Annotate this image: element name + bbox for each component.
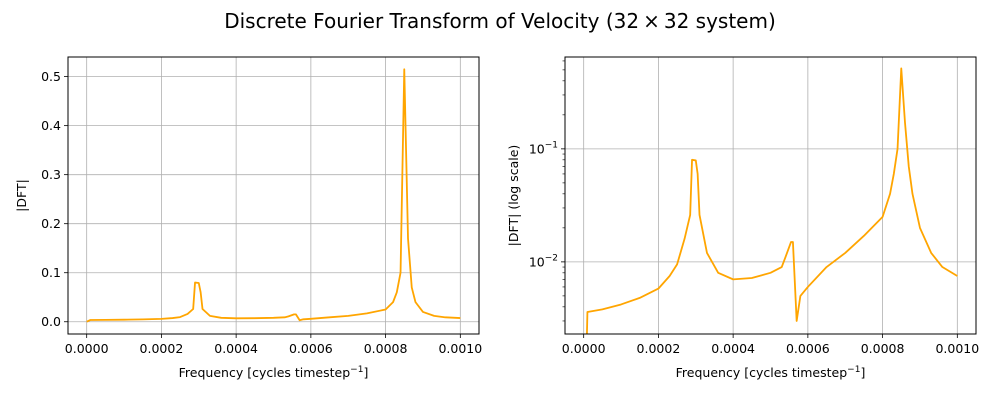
- x-tick-label: 0.0002: [637, 341, 681, 356]
- x-tick-label: 0.0000: [65, 341, 109, 356]
- x-axis-label: Frequency [cycles timestep−1]: [676, 365, 866, 380]
- y-tick-label: 0.4: [41, 118, 61, 133]
- x-tick-label: 0.0006: [786, 341, 830, 356]
- chart-panel-2: 0.0000 0.0002 0.0004 0.0006 0.0008 0.0010 10−2…: [506, 56, 979, 380]
- figure-title: Discrete Fourier Transform of Velocity (…: [224, 9, 776, 33]
- chart-panel-1: 0.0000 0.0002 0.0004 0.0006 0.0008 0.0010 0.0 0…: [14, 56, 482, 380]
- x-tick-label: 0.0002: [140, 341, 184, 356]
- x-tick-label: 0.0010: [935, 341, 979, 356]
- axes-frame: [564, 56, 977, 335]
- x-tick-label: 0.0008: [364, 341, 408, 356]
- x-tick-label: 0.0000: [562, 341, 606, 356]
- axes-frame: [67, 56, 480, 335]
- y-tick-label: 0.3: [41, 167, 61, 182]
- x-tick-label: 0.0010: [438, 341, 482, 356]
- y-tick-label: 0.0: [41, 314, 61, 329]
- y-axis-label: |DFT|: [14, 179, 29, 212]
- y-axis-label: |DFT| (log scale): [506, 145, 521, 247]
- data-series-line: [586, 67, 958, 334]
- x-axis-label: Frequency [cycles timestep−1]: [179, 365, 369, 380]
- y-tick-label: 10−2: [529, 253, 558, 269]
- x-tick-label: 0.0008: [861, 341, 905, 356]
- x-tick-label: 0.0004: [214, 341, 258, 356]
- x-tick-label: 0.0006: [289, 341, 333, 356]
- y-tick-label: 0.1: [41, 265, 61, 280]
- y-tick-label: 0.5: [41, 69, 61, 84]
- y-tick-label: 10−1: [529, 140, 558, 156]
- data-series-line: [86, 68, 461, 323]
- y-tick-label: 0.2: [41, 216, 61, 231]
- x-tick-label: 0.0004: [711, 341, 755, 356]
